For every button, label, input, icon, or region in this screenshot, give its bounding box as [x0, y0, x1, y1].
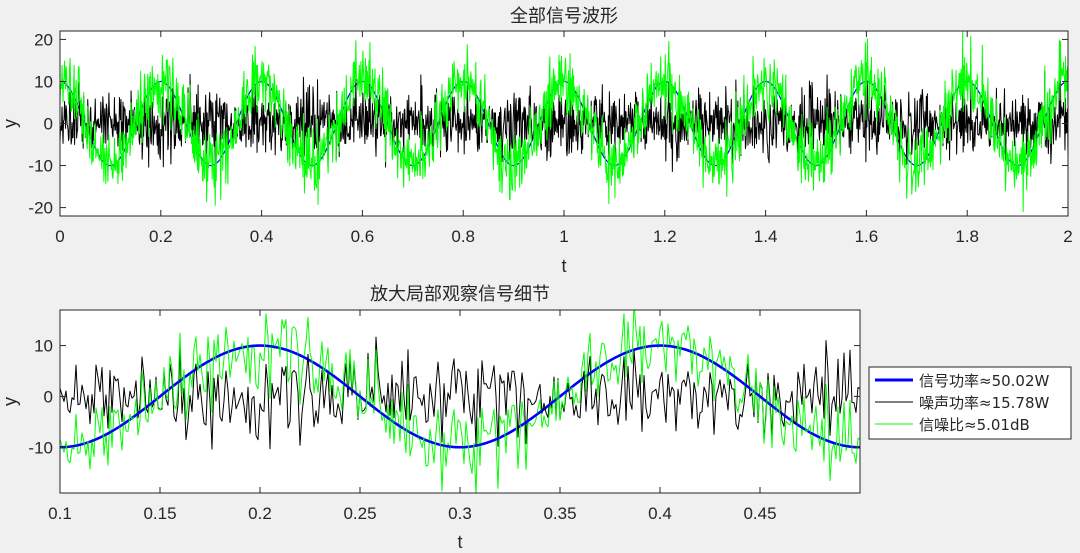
full-ytick-label: 20	[34, 30, 53, 49]
full-chart-title: 全部信号波形	[510, 6, 618, 27]
zoom-xtick-label: 0.1	[48, 504, 72, 523]
legend: 信号功率≈50.02W 噪声功率≈15.78W 信噪比≈5.01dB	[868, 366, 1072, 440]
zoom-xtick-label: 0.4	[648, 504, 672, 523]
full-axes: 0 0.2 0.4 0.6 0.8 1 1.2 1.4 1.6 1.8 2 -20 -10 0 10 20 全部…	[0, 6, 1073, 276]
full-ytick-label: -10	[28, 157, 53, 176]
full-xtick-label: 0.6	[351, 227, 375, 246]
zoom-xtick-label: 0.45	[743, 504, 776, 523]
full-xtick-label: 1.4	[754, 227, 778, 246]
zoom-series-group	[60, 310, 860, 493]
full-xtick-label: 1	[559, 227, 568, 246]
legend-entry-label: 信号功率≈50.02W	[919, 372, 1050, 390]
full-y-axis-label: y	[0, 119, 20, 128]
full-xtick-label: 1.6	[855, 227, 879, 246]
zoom-xtick-label: 0.3	[448, 504, 472, 523]
full-xtick-label: 0.2	[149, 227, 173, 246]
full-xtick-label: 0.4	[250, 227, 274, 246]
full-ytick-label: -20	[28, 199, 53, 218]
zoom-ytick-label: 0	[44, 387, 53, 406]
zoom-chart-title: 放大局部观察信号细节	[370, 284, 550, 305]
full-xtick-label: 0	[55, 227, 64, 246]
full-noisy-signal-line	[60, 31, 1068, 213]
zoom-x-axis-label: t	[457, 532, 462, 552]
zoom-xtick-label: 0.15	[143, 504, 176, 523]
zoom-signal-overlay-line	[60, 344, 860, 449]
legend-entry-label: 信噪比≈5.01dB	[919, 416, 1030, 434]
zoom-axes: 0.1 0.15 0.2 0.25 0.3 0.35 0.4 0.45 -10 0 10 放大局部观察…	[0, 284, 861, 552]
zoom-noisy-signal-line	[60, 310, 860, 493]
zoom-ytick-label: 10	[34, 337, 53, 356]
full-x-axis-label: t	[561, 256, 566, 276]
full-xtick-label: 2	[1063, 227, 1072, 246]
zoom-xtick-label: 0.25	[343, 504, 376, 523]
zoom-y-axis-label: y	[0, 397, 20, 406]
full-xtick-label: 1.8	[955, 227, 979, 246]
full-series-group	[60, 31, 1068, 213]
full-xtick-label: 1.2	[653, 227, 677, 246]
full-ytick-label: 0	[44, 115, 53, 134]
zoom-xtick-label: 0.35	[543, 504, 576, 523]
full-ytick-label: 10	[34, 72, 53, 91]
zoom-noise-line	[60, 336, 860, 450]
zoom-xtick-label: 0.2	[248, 504, 272, 523]
full-xtick-label: 0.8	[451, 227, 475, 246]
zoom-ytick-label: -10	[28, 438, 53, 457]
legend-entry-label: 噪声功率≈15.78W	[919, 394, 1050, 412]
